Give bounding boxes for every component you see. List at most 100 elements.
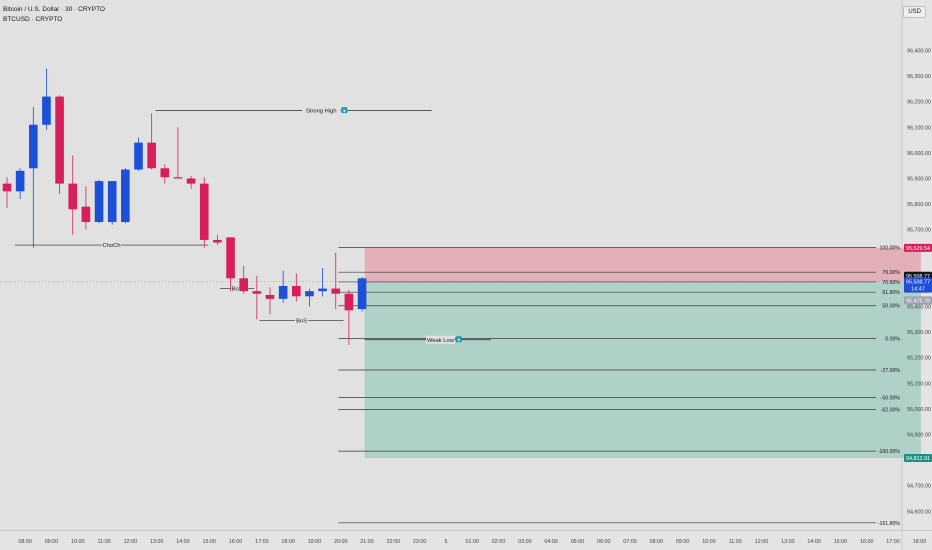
candle-up — [305, 291, 314, 297]
price-axis-badge-label: 95,508.77 — [906, 274, 930, 280]
time-axis-tick: 07:00 — [623, 539, 637, 545]
candle-up — [94, 181, 104, 223]
time-axis-tick: 21:00 — [360, 539, 374, 545]
fib-level-label: -27.00% — [881, 368, 901, 374]
time-axis-tick: 17:00 — [886, 539, 900, 545]
candle-down — [213, 239, 222, 243]
candle-down — [2, 183, 12, 192]
stop-loss-zone — [364, 247, 921, 282]
time-axis-tick: 02:00 — [492, 539, 506, 545]
candle-down — [265, 294, 275, 299]
candle-down — [252, 291, 262, 294]
price-axis-tick: 95,400.00 — [907, 305, 931, 311]
structure-label-bg — [294, 316, 309, 325]
fib-level-label: -100.00% — [878, 449, 901, 455]
structure-label: Weak Low — [427, 338, 455, 344]
time-axis-tick: 05:00 — [571, 539, 585, 545]
candle-up — [134, 142, 143, 170]
time-axis-tick: 5 — [444, 539, 447, 545]
structure-label-bg — [101, 241, 122, 250]
time-axis-tick: 11:00 — [98, 539, 111, 545]
price-axis-tick: 96,300.00 — [907, 74, 931, 80]
time-axis-tick: 03:00 — [518, 539, 532, 545]
time-axis-tick: 13:00 — [150, 539, 164, 545]
candle-down — [147, 142, 156, 169]
time-axis-tick: 19:00 — [308, 539, 322, 545]
candle-down — [55, 96, 64, 184]
candle-down — [331, 288, 341, 294]
candle-up — [121, 169, 130, 223]
structure-label: ChoCh — [103, 243, 121, 249]
candle-down — [81, 206, 91, 223]
candle-up — [278, 286, 288, 299]
price-axis-badge-label: 95,475.78 — [906, 298, 930, 304]
time-axis-tick: 11:00 — [729, 539, 742, 545]
price-axis-tick: 95,300.00 — [907, 330, 931, 336]
time-axis-tick: 06:00 — [597, 539, 611, 545]
price-axis-tick: 96,100.00 — [907, 125, 931, 131]
time-axis-tick: 12:00 — [755, 539, 769, 545]
candle-up — [42, 96, 51, 125]
time-axis-tick: 08:00 — [650, 539, 664, 545]
candle-up — [318, 288, 327, 292]
structure-icon-glyph: ▼ — [342, 108, 346, 113]
price-axis-tick: 95,800.00 — [907, 202, 931, 208]
fib-level-label: 79.00% — [882, 270, 900, 276]
time-axis-tick: 18:00 — [913, 539, 927, 545]
time-axis-tick: 20:00 — [334, 539, 348, 545]
time-axis-tick: 14:00 — [807, 539, 821, 545]
candle-down — [160, 168, 170, 178]
time-axis-tick: 13:00 — [781, 539, 795, 545]
price-axis-badge-label: 95,508.77 — [906, 280, 930, 286]
fib-level-label: 61.80% — [882, 290, 900, 296]
price-axis-badge-label: 94,812.91 — [906, 456, 930, 462]
price-axis-tick: 96,000.00 — [907, 151, 931, 157]
candle-down — [199, 183, 209, 240]
chevron-down-icon — [341, 107, 348, 114]
time-axis-tick: 10:00 — [71, 539, 85, 545]
candle-up — [107, 181, 117, 223]
candle-down — [292, 286, 301, 297]
time-axis-tick: 18:00 — [281, 539, 295, 545]
candle-down — [239, 278, 248, 292]
candle-down — [173, 177, 183, 179]
price-axis-tick: 95,200.00 — [907, 356, 931, 362]
time-axis-tick: 17:00 — [255, 539, 269, 545]
time-axis-tick: 09:00 — [676, 539, 690, 545]
price-axis-badge-label: 14:47 — [911, 287, 925, 293]
time-axis-tick: 08:00 — [18, 539, 32, 545]
price-axis-badge — [904, 277, 932, 286]
candle-up — [29, 124, 38, 169]
price-axis-tick: 95,100.00 — [907, 381, 931, 387]
time-axis-tick: 10:00 — [702, 539, 716, 545]
price-axis-tick: 96,400.00 — [907, 49, 931, 55]
candle-up — [357, 278, 367, 310]
structure-icon-glyph: ▼ — [457, 337, 461, 342]
time-axis-tick: 22:00 — [387, 539, 401, 545]
symbol-subtitle: BTCUSD · CRYPTO — [3, 16, 63, 23]
time-axis-tick: 12:00 — [124, 539, 138, 545]
candle-up — [15, 170, 25, 192]
structure-label-bg — [426, 335, 455, 344]
time-axis-tick: 16:00 — [229, 539, 243, 545]
time-axis-panel — [0, 530, 932, 550]
price-axis-tick: 95,000.00 — [907, 407, 931, 413]
price-axis-tick: 95,900.00 — [907, 177, 931, 183]
candle-down — [226, 237, 235, 279]
time-axis-tick: 23:00 — [413, 539, 427, 545]
structure-label: Strong High — [306, 109, 337, 115]
time-axis-tick: 15:00 — [834, 539, 848, 545]
structure-label-bg — [302, 106, 341, 115]
price-axis-badge — [904, 284, 932, 293]
candle-down — [68, 183, 78, 210]
price-axis-badge — [904, 296, 932, 305]
time-axis-tick: 15:00 — [203, 539, 217, 545]
fib-level-label: 0.00% — [885, 337, 900, 343]
price-axis-badge — [904, 243, 932, 252]
fib-level-label: 100.00% — [880, 246, 901, 252]
time-axis-tick: 04:00 — [544, 539, 558, 545]
price-axis-badge-label: 95,629.54 — [906, 246, 930, 252]
symbol-title: Bitcoin / U.S. Dollar · 30 · CRYPTO — [3, 6, 105, 13]
currency-badge[interactable]: USD — [903, 6, 926, 18]
